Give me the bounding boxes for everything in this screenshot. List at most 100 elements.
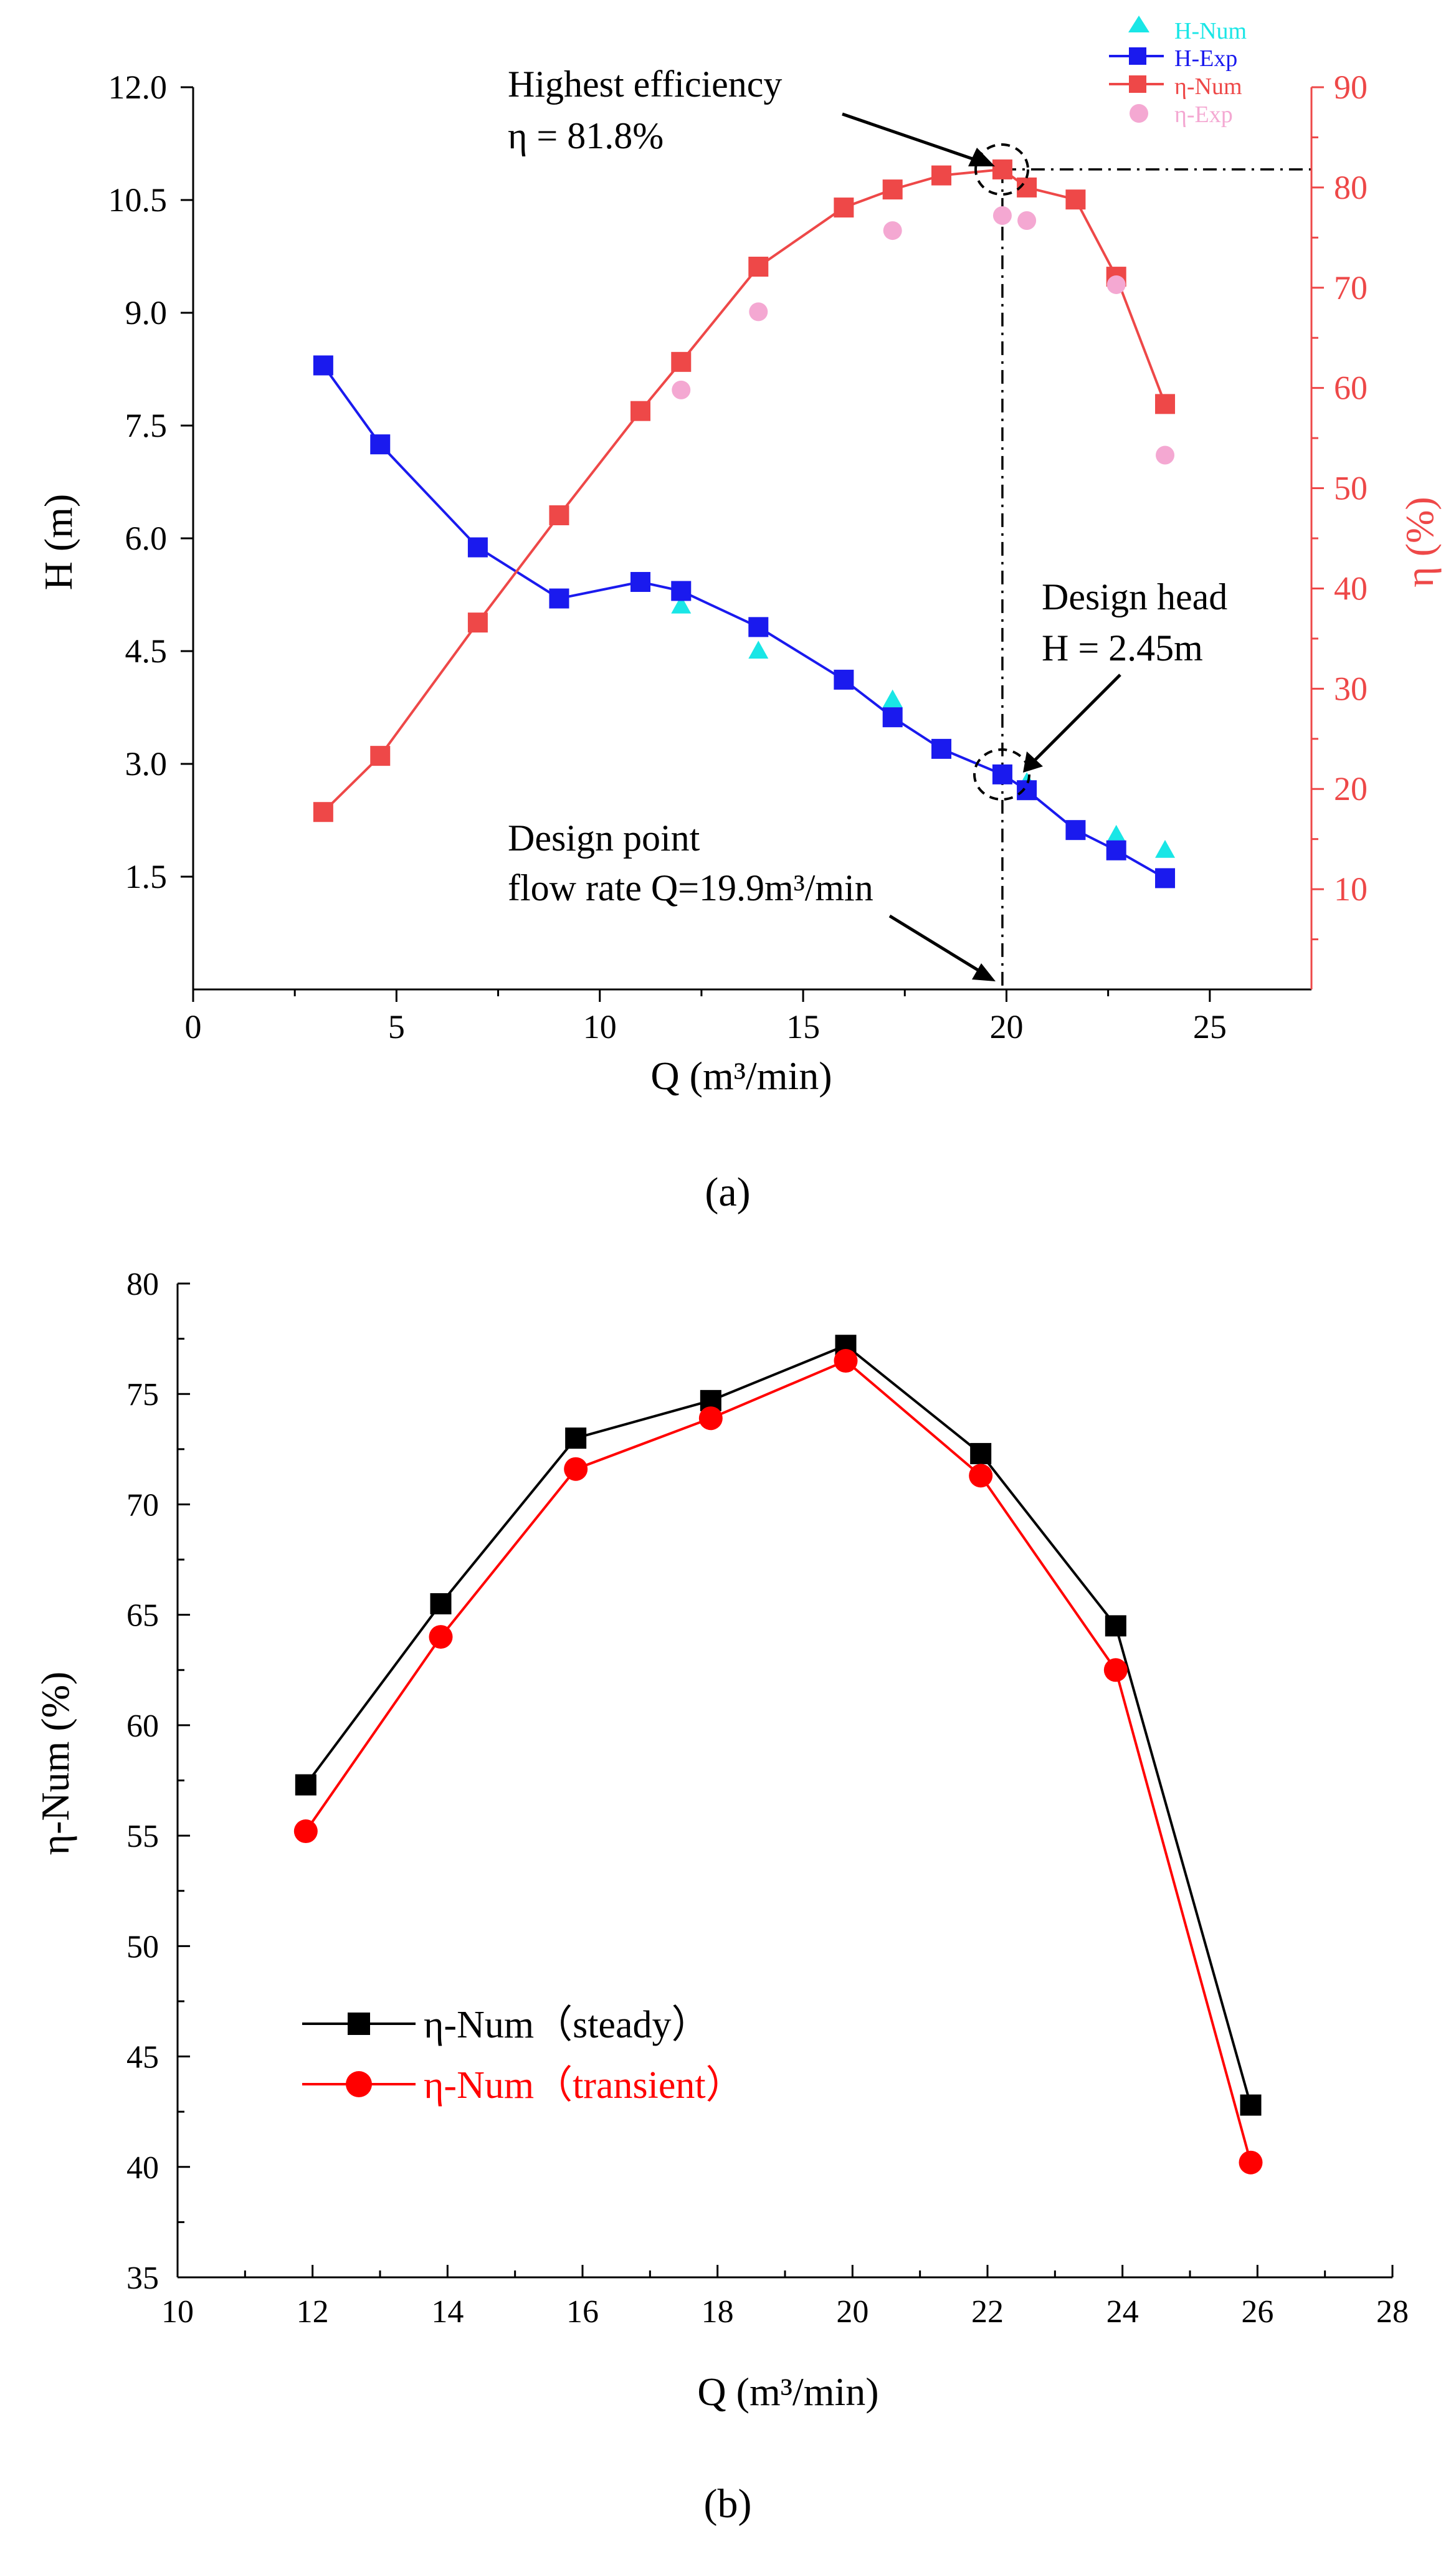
chart-a-ytick-right-label: 10: [1334, 870, 1368, 908]
chart-b-xtick-label: 18: [702, 2294, 734, 2330]
annotation-circle-peak-efficiency: [974, 143, 1029, 196]
point-h-num: [748, 641, 769, 659]
chart-b-xtick-label: 22: [971, 2294, 1004, 2330]
chart-b-xtick-label: 14: [431, 2294, 464, 2330]
point-h-num: [671, 595, 692, 614]
point-eta-num: [313, 802, 333, 822]
chart-a-ytick-right-label: 40: [1334, 569, 1368, 607]
point-h-exp: [467, 537, 488, 558]
point-steady: [295, 1774, 316, 1796]
point-eta-exp: [672, 380, 691, 399]
legend-marker-eta-num: [1129, 75, 1146, 93]
point-eta-num: [882, 179, 903, 200]
chart-b-ylabel: η-Num (%): [33, 1672, 77, 1856]
chart-b-xtick-label: 24: [1106, 2294, 1139, 2330]
annotation-arrowhead-design-point: [972, 963, 996, 981]
chart-a-ytick-label: 7.5: [125, 407, 168, 444]
chart-a-ytick-label: 9.0: [125, 294, 168, 331]
point-transient: [293, 1819, 318, 1844]
legend-entry-eta-exp: η-Exp: [1130, 102, 1233, 128]
chart-b-ytick-label: 35: [126, 2261, 159, 2296]
annotation-arrowhead-highest-efficiency: [968, 148, 995, 166]
point-eta-num: [1065, 189, 1086, 210]
chart-b-ytick-label: 55: [126, 1819, 159, 1854]
point-transient: [1103, 1658, 1128, 1682]
point-h-exp: [1155, 868, 1176, 889]
chart-a-ytick-right-label: 70: [1334, 269, 1368, 307]
legend-entry-h-exp: H-Exp: [1109, 45, 1237, 72]
point-eta-num: [931, 165, 952, 186]
annotation-design-point-title: Design point: [508, 817, 700, 859]
legend-marker-transient: [346, 2071, 372, 2097]
point-h-exp: [370, 434, 391, 455]
caption-b: (b): [704, 2481, 752, 2527]
chart-a-xtick-label: 5: [388, 1008, 405, 1046]
point-eta-exp: [1106, 275, 1126, 294]
chart-a-ylabel-right: η (%): [1397, 497, 1442, 587]
annotation-arrow-design-head: [1031, 674, 1121, 764]
point-h-exp: [549, 588, 569, 609]
point-transient: [698, 1406, 723, 1431]
point-h-exp: [834, 669, 854, 690]
annotation-design-point-value: flow rate Q=19.9m³/min: [508, 867, 873, 908]
chart-a-ytick-label: 4.5: [125, 632, 168, 670]
point-eta-num: [370, 746, 391, 766]
chart-a: 0 5 10 15 20 25 1.5 3.0 4.5 6.0 7.5 9.0 10.5 12.0 10 20…: [36, 16, 1442, 1215]
chart-a-lines: [322, 168, 1166, 880]
point-steady: [430, 1593, 452, 1614]
series-line-steady: [305, 1343, 1252, 2106]
point-eta-num: [630, 401, 650, 421]
legend-marker-eta-exp: [1130, 104, 1148, 123]
legend-label-steady: η-Num（steady）: [424, 2004, 710, 2046]
point-steady: [1240, 2094, 1262, 2116]
chart-b-xtick-label: 12: [297, 2294, 329, 2330]
point-h-exp: [882, 707, 903, 728]
chart-a-ytick-right-label: 90: [1334, 69, 1368, 106]
point-eta-num: [834, 198, 854, 218]
point-h-exp: [1017, 780, 1037, 801]
chart-a-xtick-label: 20: [989, 1008, 1023, 1046]
legend-marker-h-exp: [1129, 47, 1146, 65]
legend-entry-steady: η-Num（steady）: [302, 2004, 710, 2046]
chart-b-ytick-label: 65: [126, 1598, 159, 1634]
chart-b-ytick-label: 75: [126, 1377, 159, 1413]
point-h-exp: [1065, 820, 1086, 841]
point-transient: [564, 1457, 588, 1481]
legend-label-eta-num: η-Num: [1174, 74, 1242, 100]
point-eta-num: [748, 256, 769, 277]
chart-b-ytick-label: 60: [126, 1708, 159, 1744]
chart-b-ticks: 10 12 14 16 18 20 22 24 26 28 35 40 45 50 55 60 65 70 75 80: [126, 1267, 1409, 2330]
legend-label-transient: η-Num（transient）: [424, 2064, 745, 2107]
point-h-exp: [931, 738, 952, 759]
chart-b-ytick-label: 80: [126, 1267, 159, 1302]
point-eta-exp: [1017, 211, 1037, 230]
point-eta-num: [992, 159, 1012, 179]
point-eta-num: [671, 351, 692, 372]
chart-a-ticks: 0 5 10 15 20 25 1.5 3.0 4.5 6.0 7.5 9.0 10.5 12.0 10 20…: [108, 69, 1368, 1046]
legend-entry-transient: η-Num（transient）: [302, 2064, 745, 2107]
chart-b-xtick-label: 10: [161, 2294, 194, 2330]
point-eta-num: [467, 612, 488, 633]
annotation-arrow-highest-efficiency: [842, 112, 979, 163]
chart-b-xtick-label: 20: [836, 2294, 868, 2330]
chart-b-ytick-label: 45: [126, 2040, 159, 2075]
chart-a-ytick-label: 1.5: [125, 858, 168, 895]
chart-a-ytick-label: 10.5: [108, 181, 168, 219]
point-h-exp: [630, 571, 650, 592]
point-h-num: [1106, 824, 1126, 843]
chart-b-axes: [176, 1284, 1392, 2279]
point-transient: [1239, 2150, 1263, 2175]
chart-a-ytick-right-label: 60: [1334, 369, 1368, 407]
series-line-h-exp: [322, 364, 1166, 880]
point-h-exp: [748, 617, 769, 637]
point-steady: [1105, 1615, 1126, 1637]
series-line-transient: [305, 1359, 1252, 2163]
annotation-highest-efficiency-value: η = 81.8%: [508, 115, 664, 156]
legend-marker-h-num: [1128, 16, 1149, 32]
chart-b-xtick-label: 26: [1241, 2294, 1273, 2330]
annotation-design-head-value: H = 2.45m: [1042, 627, 1203, 669]
chart-b-ytick-label: 40: [126, 2150, 159, 2186]
chart-a-ylabel: H (m): [36, 494, 80, 591]
chart-a-legend: H-Num H-Exp η-Num η-Exp: [1109, 16, 1247, 128]
